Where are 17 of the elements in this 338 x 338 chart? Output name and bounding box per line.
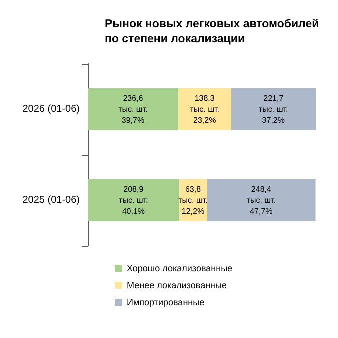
data-label: 138,3 тыс. шт. 23,2%	[190, 94, 220, 125]
legend-label: Хорошо локализованные	[127, 264, 233, 274]
data-label: 63,8 тыс. шт. 12,2%	[178, 185, 208, 216]
bar	[207, 180, 316, 222]
data-label: 248,4 тыс. шт. 47,7%	[246, 185, 276, 216]
y-tick-label: 2026 (01-06)	[22, 104, 80, 115]
chart-title: Рынок новых легковых автомобилей по степени локализации	[105, 18, 320, 46]
bar	[178, 88, 232, 130]
legend-label: Менее локализованные	[127, 280, 227, 290]
bar	[88, 180, 180, 222]
y-tick-label: 2025 (01-06)	[22, 195, 80, 206]
bar	[231, 88, 316, 130]
data-label: 208,9 тыс. шт. 40,1%	[119, 185, 148, 216]
legend-label: Импортированные	[127, 298, 205, 308]
bar	[88, 88, 178, 130]
data-label: 221,7 тыс. шт. 37,2%	[258, 94, 288, 125]
data-label: 236,6 тыс. шт. 39,7%	[118, 94, 148, 125]
